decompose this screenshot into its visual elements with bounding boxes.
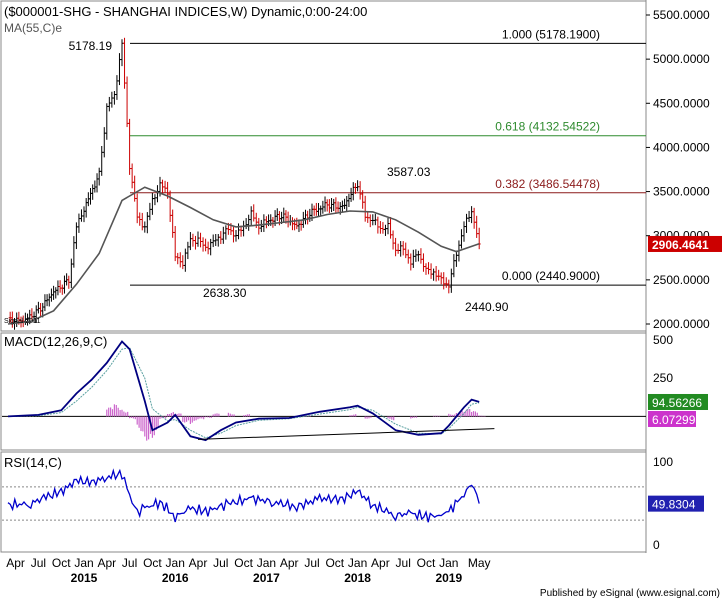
year-tick-label: 2015 <box>71 571 98 585</box>
rsi-value-text: 49.8304 <box>652 498 696 512</box>
month-tick-label: Apr <box>189 556 208 570</box>
rsi-title: RSI(14,C) <box>4 455 62 470</box>
signal-value-tag <box>648 410 696 427</box>
month-tick-label: Jan <box>439 556 458 570</box>
month-tick-label: Jul <box>31 556 46 570</box>
month-tick-label: Apr <box>371 556 390 570</box>
fib-level-label: 0.618 (4132.54522) <box>495 120 600 134</box>
signal-value-text: 6.07299 <box>652 413 696 427</box>
macd-value-text: 94.56266 <box>652 396 702 410</box>
month-tick-label: Apr <box>280 556 299 570</box>
year-tick-label: 2018 <box>344 571 371 585</box>
month-tick-label: Apr <box>97 556 116 570</box>
rsi-value-tag <box>648 495 704 512</box>
rsi-tick-label: 100 <box>653 455 673 469</box>
publisher-credit: Published by eSignal (www.esignal.com) <box>540 588 720 599</box>
price-tick-label: 2500.0000 <box>653 273 710 287</box>
month-tick-label: Apr <box>6 556 25 570</box>
last-price-tag <box>648 235 722 252</box>
price-tick-label: 2000.0000 <box>653 317 710 331</box>
fib-level-label: 0.000 (2440.9000) <box>502 269 600 283</box>
price-panel: 5500.0000 5000.0000 4500.0000 4000.0000 3500… <box>4 8 722 331</box>
peak-3587-label: 3587.03 <box>387 165 431 179</box>
macd-value-tag <box>648 393 708 410</box>
month-tick-label: Oct <box>234 556 253 570</box>
month-tick-label: Oct <box>52 556 71 570</box>
month-tick-label: Oct <box>143 556 162 570</box>
rsi-tick-label: 0 <box>653 538 660 552</box>
macd-tick-label: 250 <box>653 371 673 385</box>
last-price-value: 2906.4641 <box>652 238 709 252</box>
month-tick-label: Jul <box>396 556 411 570</box>
price-tick-label: 4000.0000 <box>653 140 710 154</box>
macd-trend-line <box>197 428 495 440</box>
time-axis: Apr Jul Oct Jan Apr Jul Oct Jan Apr Jul Oct Jan Apr J… <box>6 556 490 585</box>
year-tick-label: 2019 <box>435 571 462 585</box>
month-tick-label: May <box>468 556 491 570</box>
high-5178-label: 5178.19 <box>69 39 113 53</box>
corner-watermark-label: Signal 2011 <box>4 318 41 325</box>
ma-55-line <box>7 186 480 325</box>
month-tick-label: Oct <box>325 556 344 570</box>
low-2440-label: 2440.90 <box>465 300 509 314</box>
month-tick-label: Oct <box>417 556 436 570</box>
year-tick-label: 2017 <box>253 571 280 585</box>
macd-panel: 500 250 94.56266 6.07299 <box>2 333 708 442</box>
macd-tick-label: 500 <box>653 333 673 347</box>
month-tick-label: Jul <box>213 556 228 570</box>
price-tick-label: 5000.0000 <box>653 52 710 66</box>
month-tick-label: Jan <box>257 556 276 570</box>
rsi-line <box>7 468 480 523</box>
month-tick-label: Jan <box>348 556 367 570</box>
month-tick-label: Jan <box>74 556 93 570</box>
chart-title: ($000001-SHG - SHANGHAI INDICES,W) Dynam… <box>4 4 367 19</box>
month-tick-label: Jul <box>304 556 319 570</box>
rsi-panel: 10050049.8304 <box>2 455 704 552</box>
macd-title: MACD(12,26,9,C) <box>4 334 107 349</box>
month-tick-label: Jul <box>122 556 137 570</box>
fib-level-label: 0.382 (3486.54478) <box>495 177 600 191</box>
month-tick-label: Jan <box>166 556 185 570</box>
price-tick-label: 5500.0000 <box>653 8 710 22</box>
price-tick-label: 3500.0000 <box>653 185 710 199</box>
price-tick-label: 4500.0000 <box>653 96 710 110</box>
fib-level-label: 1.000 (5178.1900) <box>502 27 600 41</box>
macd-line <box>7 340 480 442</box>
year-tick-label: 2016 <box>162 571 189 585</box>
ma-label: MA(55,C)e <box>4 21 62 35</box>
low-2638-label: 2638.30 <box>203 286 247 300</box>
